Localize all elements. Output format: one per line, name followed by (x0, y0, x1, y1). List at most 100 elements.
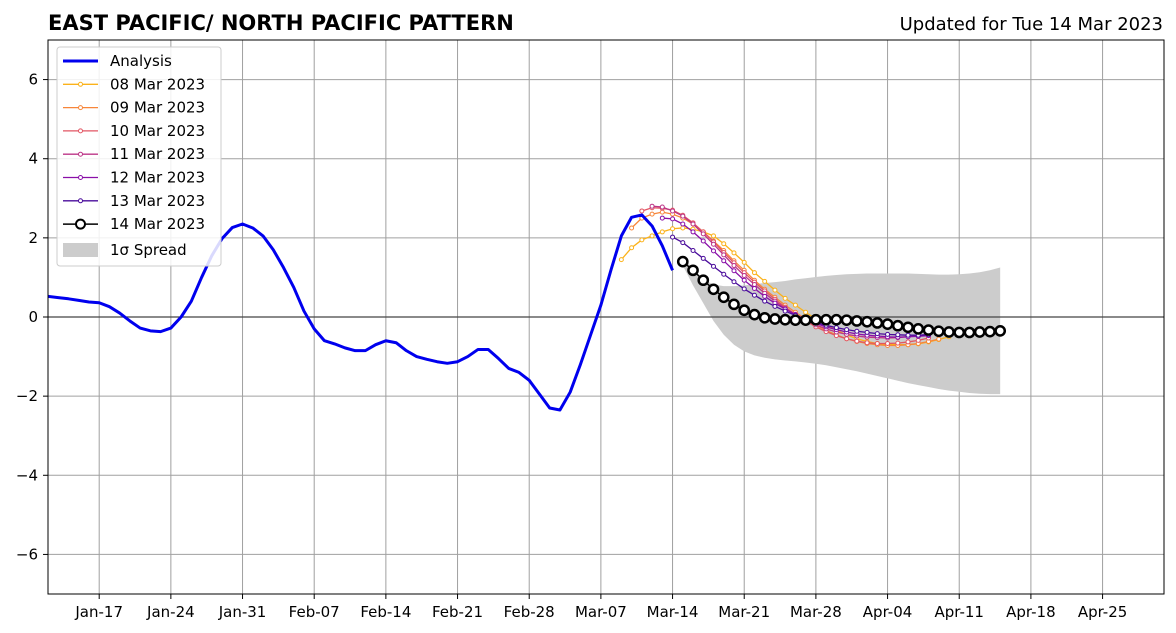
forecast-point (690, 221, 696, 227)
forecast-point (711, 263, 717, 269)
latest-forecast-point (932, 325, 945, 338)
latest-forecast-point (912, 323, 925, 335)
forecast-point (895, 332, 901, 338)
forecast-point (618, 257, 624, 263)
forecast-point (680, 225, 686, 231)
legend-handle-patch (63, 243, 98, 257)
y-tick-label: −6 (16, 545, 38, 563)
latest-forecast-point (748, 308, 761, 321)
chart-subtitle: Updated for Tue 14 Mar 2023 (900, 14, 1163, 35)
forecast-point (864, 340, 870, 346)
forecast-point (639, 237, 645, 243)
forecast-point (874, 331, 880, 337)
legend-handle-marker (78, 105, 83, 111)
forecast-point (639, 208, 645, 214)
latest-forecast-point (861, 315, 873, 328)
y-tick-label: 6 (28, 71, 38, 89)
forecast-point (690, 229, 696, 235)
legend-label: 14 Mar 2023 (110, 215, 205, 233)
latest-forecast-point (994, 325, 1007, 337)
x-tick-label: Apr-04 (863, 603, 913, 621)
legend-label: 09 Mar 2023 (110, 99, 205, 117)
series-group (48, 203, 1164, 412)
x-tick-label: Mar-21 (718, 603, 770, 621)
forecast-point (833, 325, 839, 331)
legend-box (56, 46, 222, 267)
latest-forecast-point (687, 264, 699, 277)
forecast-point (659, 215, 665, 221)
forecast-point (905, 339, 911, 345)
latest-forecast-point (891, 319, 904, 332)
forecast-point (782, 295, 788, 301)
forecast-point (844, 336, 850, 342)
forecast-point (762, 298, 768, 304)
forecast-point (711, 241, 717, 247)
x-tick-label: Feb-21 (432, 603, 483, 621)
latest-forecast-point (758, 311, 771, 324)
forecast-point (854, 328, 860, 334)
forecast-point (751, 270, 757, 276)
analysis-line (48, 213, 674, 412)
x-tick-label: Jan-17 (74, 603, 123, 621)
forecast-point (659, 229, 665, 235)
forecast-point (864, 329, 870, 335)
forecast-point (670, 226, 676, 232)
legend-label: 11 Mar 2023 (110, 145, 205, 163)
y-tick-label: 2 (28, 229, 38, 247)
legend-handle-marker (78, 175, 83, 180)
chart-title: EAST PACIFIC/ NORTH PACIFIC PATTERN (48, 11, 514, 35)
forecast-point (731, 268, 737, 274)
forecast-point (659, 204, 665, 210)
y-tick-label: −2 (16, 387, 38, 405)
x-tick-label: Mar-14 (647, 603, 699, 621)
latest-forecast-point (697, 274, 710, 287)
legend-handle-marker (78, 151, 83, 157)
forecast-point (762, 278, 768, 284)
latest-forecast-point (738, 304, 751, 317)
forecast-point (711, 233, 717, 239)
forecast-point (772, 287, 778, 293)
x-tick-label: Jan-31 (218, 603, 267, 621)
forecast-point (680, 213, 686, 219)
forecast-point (885, 341, 891, 347)
forecast-point (741, 277, 747, 283)
legend-handle-marker (78, 198, 83, 204)
latest-forecast-point (953, 326, 966, 339)
legend-label: 08 Mar 2023 (110, 75, 205, 93)
forecast-point (885, 331, 891, 337)
forecast-point (721, 258, 727, 264)
forecast-point (721, 252, 727, 258)
forecast-point (670, 216, 676, 222)
legend-label: 13 Mar 2023 (110, 192, 205, 210)
latest-forecast-point (943, 326, 955, 338)
x-tick-label: Feb-07 (289, 603, 340, 621)
forecast-point (772, 303, 778, 309)
forecast-point (731, 250, 737, 256)
latest-forecast-point (717, 291, 730, 304)
latest-forecast-point (769, 313, 781, 325)
legend-label: Analysis (110, 52, 172, 70)
latest-forecast-point (871, 317, 884, 329)
latest-forecast-point (963, 326, 976, 339)
forecast-point (751, 282, 757, 288)
forecast-point (751, 286, 757, 292)
forecast-point (670, 208, 676, 214)
latest-forecast-point (707, 283, 720, 296)
forecast-point (741, 286, 747, 292)
latest-forecast-point (820, 313, 832, 326)
y-tick-label: 4 (28, 150, 38, 168)
forecast-point (731, 263, 737, 269)
forecast-point (782, 308, 788, 314)
forecast-point (649, 233, 655, 239)
latest-forecast-point (850, 315, 863, 327)
forecast-point (700, 238, 706, 244)
latest-forecast-point (779, 313, 792, 326)
legend-label: 1σ Spread (110, 241, 187, 259)
forecast-point (680, 221, 686, 227)
forecast-point (915, 337, 921, 343)
forecast-point (700, 231, 706, 237)
x-tick-label: Feb-14 (360, 603, 411, 621)
forecast-point (762, 293, 768, 299)
latest-forecast-point (922, 324, 935, 336)
